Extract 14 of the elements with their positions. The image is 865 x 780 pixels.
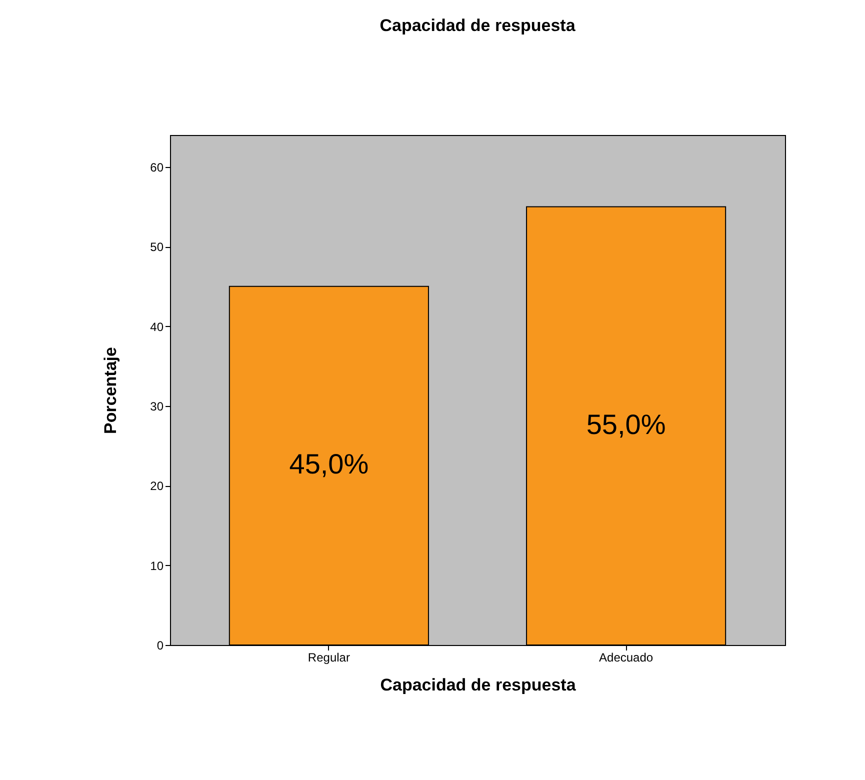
y-tick-label: 10: [150, 558, 164, 573]
y-tick-label: 60: [150, 160, 164, 174]
y-axis-title: Porcentaje: [101, 347, 120, 434]
y-tick-label: 30: [150, 399, 164, 414]
y-tick-label: 40: [150, 320, 164, 334]
data-label: 45,0%: [289, 448, 369, 480]
data-label: 55,0%: [586, 408, 666, 440]
x-tick-label: Regular: [308, 650, 350, 664]
y-tick-label: 0: [156, 638, 164, 652]
y-tick-label: 20: [150, 479, 164, 494]
x-axis-title: Capacidad de respuesta: [380, 676, 576, 694]
y-tick-label: 50: [150, 240, 164, 254]
chart-title: Capacidad de respuesta: [380, 16, 576, 35]
x-tick-label: Adecuado: [599, 650, 654, 664]
